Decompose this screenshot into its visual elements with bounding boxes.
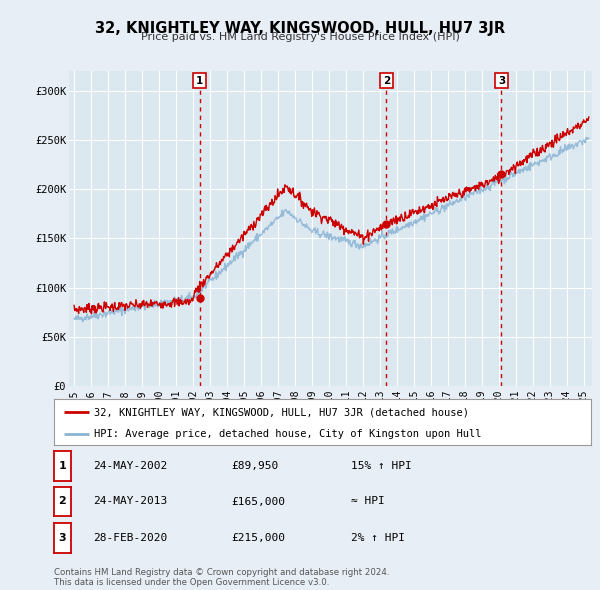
Text: HPI: Average price, detached house, City of Kingston upon Hull: HPI: Average price, detached house, City… <box>94 429 482 439</box>
Text: 24-MAY-2013: 24-MAY-2013 <box>93 497 167 506</box>
Text: ≈ HPI: ≈ HPI <box>351 497 385 506</box>
Text: 1: 1 <box>59 461 66 471</box>
Text: £215,000: £215,000 <box>231 533 285 543</box>
Text: 28-FEB-2020: 28-FEB-2020 <box>93 533 167 543</box>
Text: 2: 2 <box>59 497 66 506</box>
Text: Price paid vs. HM Land Registry's House Price Index (HPI): Price paid vs. HM Land Registry's House … <box>140 32 460 42</box>
Text: 15% ↑ HPI: 15% ↑ HPI <box>351 461 412 471</box>
Text: 2: 2 <box>383 76 390 86</box>
Text: £165,000: £165,000 <box>231 497 285 506</box>
Text: £89,950: £89,950 <box>231 461 278 471</box>
Text: 2% ↑ HPI: 2% ↑ HPI <box>351 533 405 543</box>
Text: 3: 3 <box>498 76 505 86</box>
Text: 3: 3 <box>59 533 66 543</box>
Text: 32, KNIGHTLEY WAY, KINGSWOOD, HULL, HU7 3JR: 32, KNIGHTLEY WAY, KINGSWOOD, HULL, HU7 … <box>95 21 505 35</box>
Text: 24-MAY-2002: 24-MAY-2002 <box>93 461 167 471</box>
Text: 32, KNIGHTLEY WAY, KINGSWOOD, HULL, HU7 3JR (detached house): 32, KNIGHTLEY WAY, KINGSWOOD, HULL, HU7 … <box>94 407 469 417</box>
Text: Contains HM Land Registry data © Crown copyright and database right 2024.
This d: Contains HM Land Registry data © Crown c… <box>54 568 389 587</box>
Text: 1: 1 <box>196 76 203 86</box>
